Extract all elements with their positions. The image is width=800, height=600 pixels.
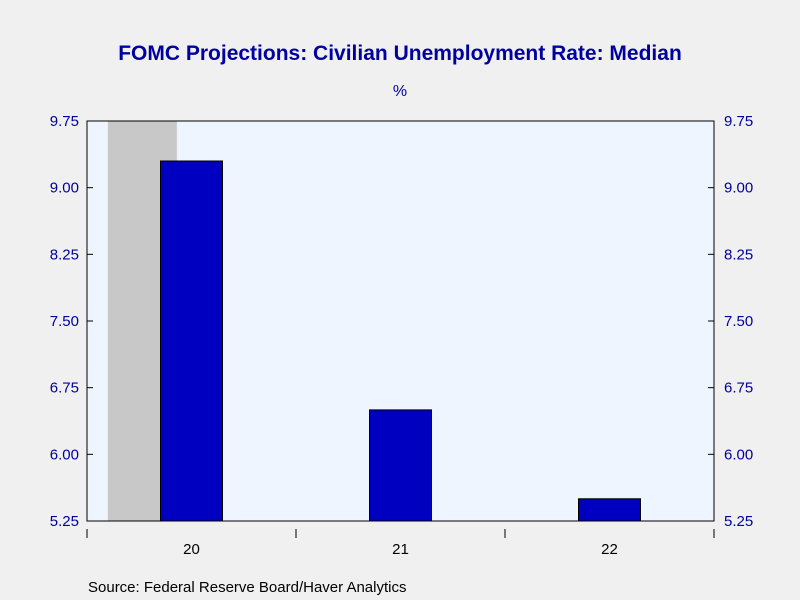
right-y-tick-label: 7.50 <box>724 313 753 330</box>
right-y-tick-label: 9.75 <box>724 113 753 130</box>
right-y-tick-label: 6.00 <box>724 446 753 463</box>
bars-layer <box>160 160 641 522</box>
left-y-tick-label: 8.25 <box>50 246 79 263</box>
x-axis: 20 21 22 <box>86 529 715 558</box>
left-y-tick-label: 9.00 <box>50 180 79 197</box>
right-y-tick-label: 8.25 <box>724 246 753 263</box>
right-y-tick-label: 6.75 <box>724 380 753 397</box>
left-y-axis: 9.75 9.00 8.25 7.50 6.75 6.00 5.25 <box>50 113 93 530</box>
right-y-tick-label: 5.25 <box>724 513 753 530</box>
units-label: % <box>393 83 407 100</box>
left-y-tick-label: 6.75 <box>50 380 79 397</box>
right-y-axis: 9.75 9.00 8.25 7.50 6.75 6.00 5.25 <box>708 113 753 530</box>
x-tick-label-20: 20 <box>183 541 200 558</box>
chart-title: FOMC Projections: Civilian Unemployment … <box>118 42 682 65</box>
left-y-tick-label: 6.00 <box>50 446 79 463</box>
bar-20 <box>160 160 223 522</box>
x-tick-label-21: 21 <box>392 541 409 558</box>
left-y-tick-label: 7.50 <box>50 313 79 330</box>
x-tick-label-22: 22 <box>601 541 618 558</box>
right-y-tick-label: 9.00 <box>724 180 753 197</box>
left-y-tick-label: 5.25 <box>50 513 79 530</box>
source-note: Source: Federal Reserve Board/Haver Anal… <box>88 579 406 596</box>
left-y-tick-label: 9.75 <box>50 113 79 130</box>
bar-22 <box>578 498 641 522</box>
bar-21 <box>369 409 432 522</box>
